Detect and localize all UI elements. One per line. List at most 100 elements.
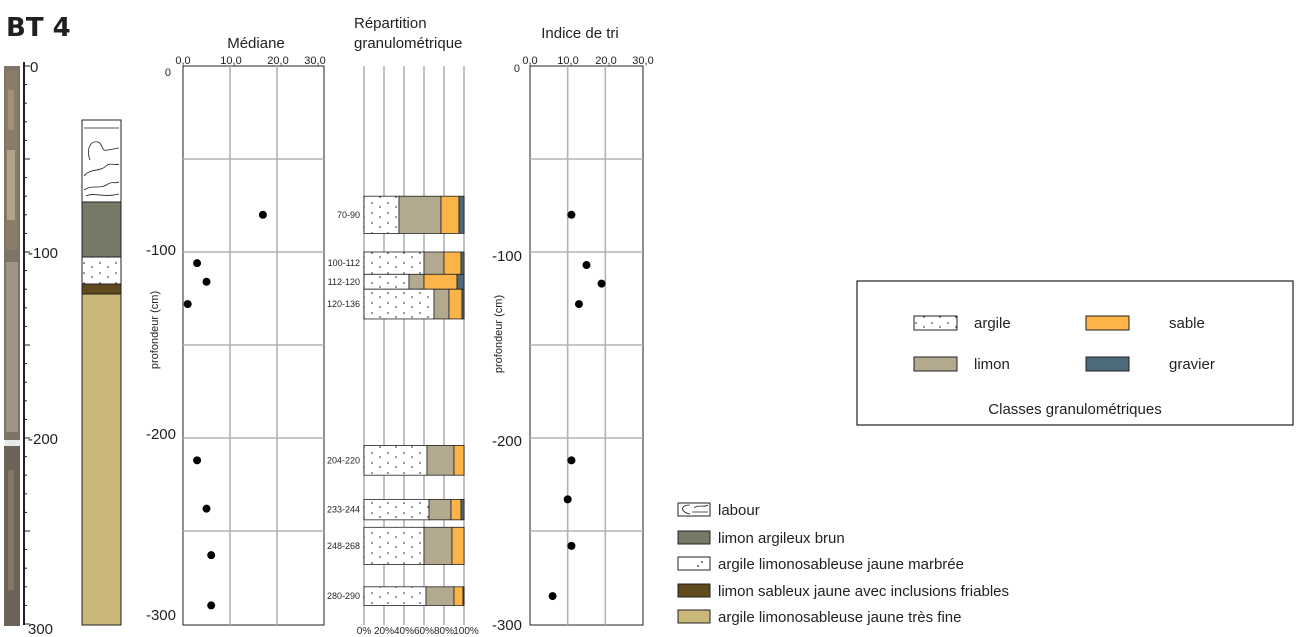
median-xtick-2: 20,0 xyxy=(267,55,288,67)
distribution-bar-sable xyxy=(451,526,465,565)
grain-legend-title: Classes granulométriques xyxy=(988,401,1161,418)
sort-ytick-0: 0 xyxy=(514,63,520,75)
legend-label-sable: sable xyxy=(1169,315,1205,332)
median-point xyxy=(258,210,267,219)
distribution-xticks: 0% 20% 40% 60% 80% 100% xyxy=(357,626,479,637)
legend-swatch-argile-fine xyxy=(677,609,711,624)
distribution-bar-sable xyxy=(453,586,464,606)
distribution-bar-limon xyxy=(433,288,450,320)
distribution-xtick: 40% xyxy=(394,626,414,637)
median-ylabel: profondeur (cm) xyxy=(149,291,161,369)
sort-point xyxy=(563,495,572,504)
distribution-depth-label: 120-136 xyxy=(327,299,360,309)
distribution-bar-gravier xyxy=(460,498,465,521)
labour-wavy-pattern xyxy=(83,127,120,197)
legend-swatch-sable xyxy=(1085,315,1130,331)
sort-xtick-3: 30,0 xyxy=(632,55,653,67)
median-chart: Médiane 0,0 10,0 20,0 30,0 0 -100 -200 -… xyxy=(146,35,326,626)
distribution-bar-argile xyxy=(363,526,425,565)
distribution-bar-sable xyxy=(443,251,462,275)
distribution-bar-limon xyxy=(423,526,453,565)
median-ytick-300: -300 xyxy=(146,607,176,624)
sort-index-chart: Indice de tri 0,0 10,0 20,0 30,0 0 -100 … xyxy=(492,25,654,634)
legend-label-labour: labour xyxy=(718,502,760,519)
distribution-bar-sable xyxy=(453,445,465,476)
distribution-bar-limon xyxy=(425,586,455,606)
ruler-label-200: -200 xyxy=(28,431,58,448)
median-point xyxy=(193,456,202,465)
sort-point xyxy=(567,210,576,219)
distribution-xtick: 80% xyxy=(434,626,454,637)
sort-point xyxy=(548,592,557,601)
ruler-label-0: 0 xyxy=(30,59,38,76)
median-point xyxy=(202,504,211,513)
distribution-title-1: Répartition xyxy=(354,15,427,32)
median-title: Médiane xyxy=(227,35,285,52)
median-xtick-1: 10,0 xyxy=(220,55,241,67)
distribution-depth-label: 100-112 xyxy=(328,258,360,268)
legend-label-limon-argileux: limon argileux brun xyxy=(718,530,845,547)
distribution-bar-limon xyxy=(398,195,442,234)
sort-point xyxy=(597,279,606,288)
median-point xyxy=(207,551,216,560)
legend-swatch-limon xyxy=(913,356,958,372)
sort-points xyxy=(548,210,606,601)
labour-swatch-pattern xyxy=(682,504,709,515)
grain-classes-legend: argile sable limon gravier Classes granu… xyxy=(856,280,1294,426)
distribution-bar-sable xyxy=(440,195,460,234)
distribution-depth-label: 112-120 xyxy=(328,277,360,287)
distribution-bar-gravier xyxy=(460,251,465,275)
legend-swatch-limon-sableux xyxy=(677,583,711,598)
distribution-chart: Répartition granulométrique 70-90 100-112… xyxy=(327,15,479,637)
sort-title: Indice de tri xyxy=(541,25,619,42)
distribution-xtick: 20% xyxy=(374,626,394,637)
litho-labour xyxy=(81,119,122,203)
median-xtick-3: 30,0 xyxy=(304,55,325,67)
distribution-depth-label: 70-90 xyxy=(337,210,360,220)
distribution-bar-argile xyxy=(363,195,400,234)
ruler-label-300: 300 xyxy=(28,621,53,637)
legend-label-argile-marbree: argile limonosableuse jaune marbrée xyxy=(718,556,964,573)
distribution-xtick: 100% xyxy=(453,626,479,637)
legend-swatch-argile xyxy=(913,315,958,331)
distribution-bar-gravier xyxy=(461,288,465,320)
sort-grid xyxy=(530,66,643,625)
distribution-bar-gravier xyxy=(462,586,465,606)
median-ytick-0: 0 xyxy=(165,67,171,79)
median-points xyxy=(183,210,267,610)
distribution-depth-label: 204-220 xyxy=(327,455,360,465)
marbree-dot-1 xyxy=(697,565,699,567)
median-point xyxy=(207,601,216,610)
distribution-bar-argile xyxy=(363,445,428,476)
distribution-bar-argile xyxy=(363,586,427,606)
median-point xyxy=(183,300,192,309)
legend-label-limon-sableux: limon sableux jaune avec inclusions fria… xyxy=(718,583,1009,600)
distribution-xtick: 60% xyxy=(414,626,434,637)
depth-ruler: 0 -100 -200 300 xyxy=(23,59,58,637)
sort-ytick-200: -200 xyxy=(492,433,522,450)
distribution-xtick: 0% xyxy=(357,626,372,637)
median-ytick-200: -200 xyxy=(146,426,176,443)
distribution-bar-sable xyxy=(448,288,463,320)
legend-swatch-gravier xyxy=(1085,356,1130,372)
legend-label-gravier: gravier xyxy=(1169,356,1215,373)
median-grid xyxy=(183,66,324,625)
distribution-bar-limon xyxy=(428,498,452,521)
sort-xtick-2: 20,0 xyxy=(595,55,616,67)
distribution-bar-gravier xyxy=(458,195,465,234)
legend-label-limon: limon xyxy=(974,356,1010,373)
distribution-bar-sable xyxy=(423,273,458,290)
legend-label-argile-fine: argile limonosableuse jaune très fine xyxy=(718,609,961,626)
lithology-legend: labour limon argileux brun argile limono… xyxy=(677,502,1009,626)
median-point xyxy=(202,277,211,286)
litho-limon-argileux-brun xyxy=(81,201,122,258)
distribution-bar-argile xyxy=(363,273,410,290)
distribution-bar-limon xyxy=(426,445,455,476)
grain-legend-frame xyxy=(856,280,1294,426)
litho-limon-sableux-jaune xyxy=(81,283,122,295)
distribution-bar-argile xyxy=(363,288,435,320)
litho-argile-marbree xyxy=(81,256,122,285)
legend-swatch-argile-marbree xyxy=(677,556,711,571)
distribution-bars: 70-90 100-112 112-120 120-136 204-220 233-244… xyxy=(327,195,465,606)
